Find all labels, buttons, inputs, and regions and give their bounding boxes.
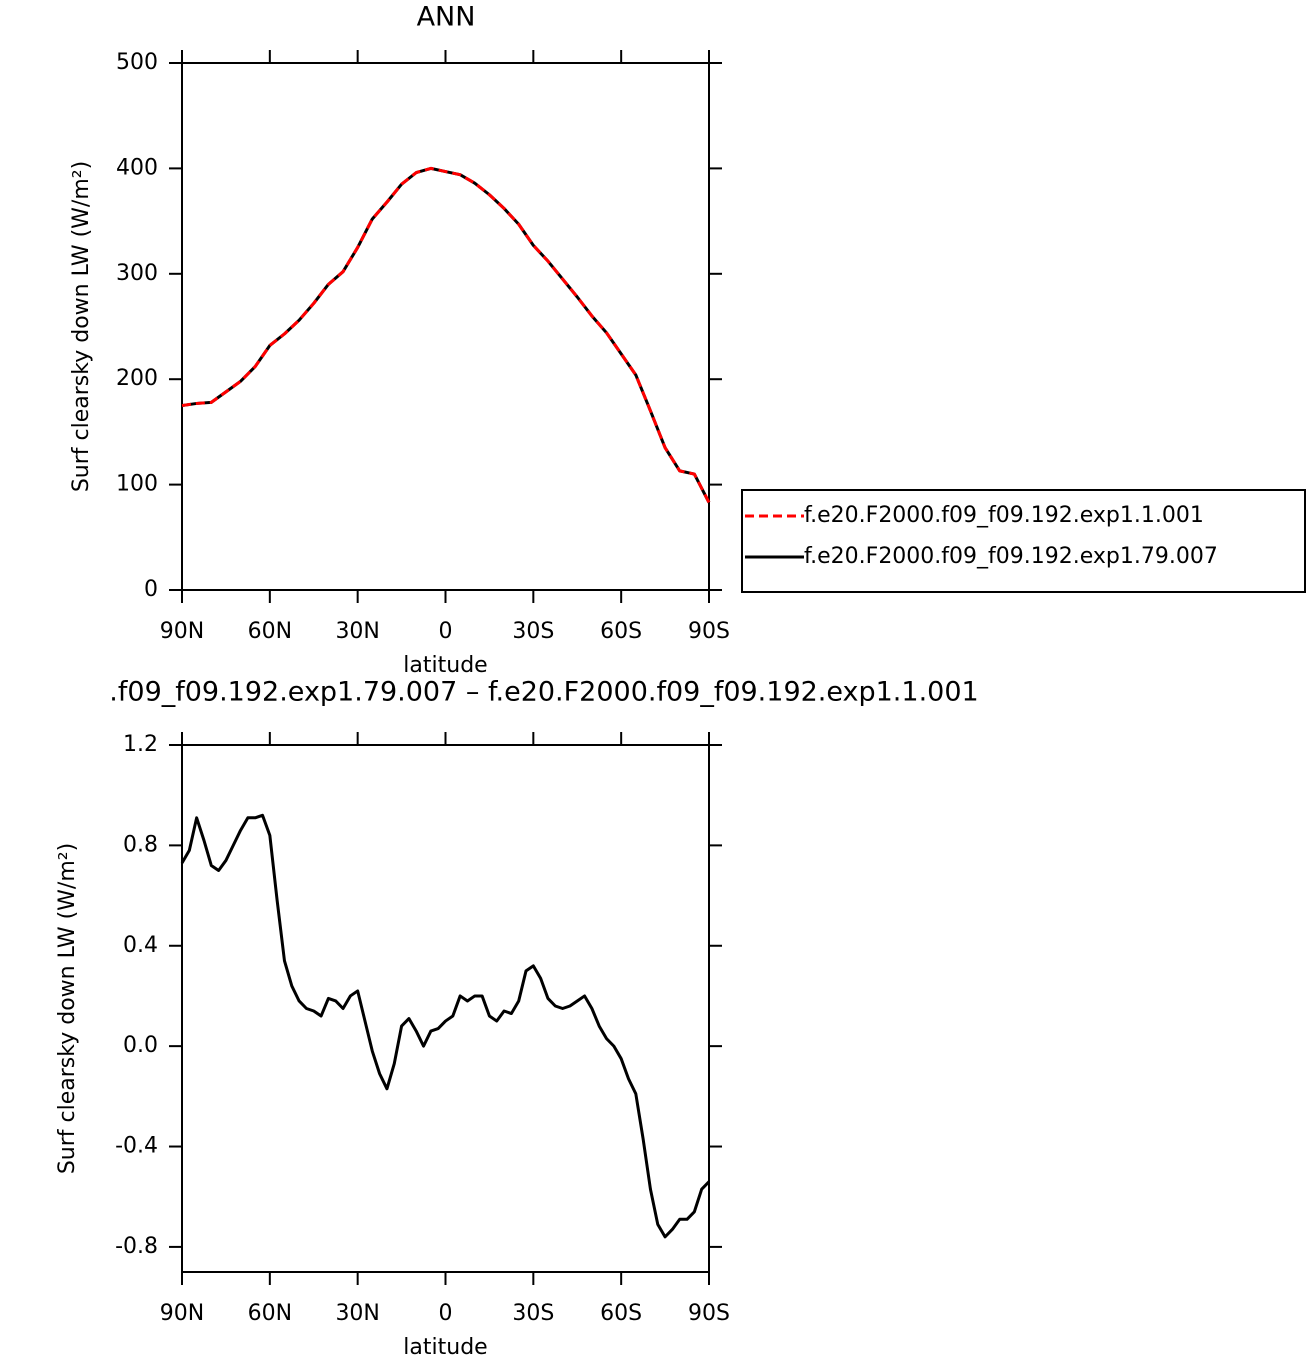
x-tick-label: 60N [248,1301,292,1326]
legend-box [741,489,1306,593]
y-tick-label: -0.4 [115,1134,158,1159]
data-line [181,166,711,504]
x-tick-label: 0 [439,1301,453,1326]
y-tick-label: 0 [144,577,158,602]
x-tick-label: 30N [335,1301,379,1326]
x-tick-label: 90N [160,1301,204,1326]
x-tick-label: 60S [600,1301,642,1326]
x-tick-label: 30S [512,1301,554,1326]
y-tick-label: 500 [116,50,158,75]
x-tick-label: 60N [248,619,292,644]
y-tick-label: 400 [116,155,158,180]
y-tick-label: 0.0 [123,1033,158,1058]
x-tick-label: 60S [600,619,642,644]
data-line [180,813,711,1239]
chart-title: .f09_f09.192.exp1.79.007 – f.e20.F2000.f… [109,677,978,708]
x-tick-label: 30S [512,619,554,644]
plot-frame [181,744,710,1273]
x-axis-label: latitude [403,653,487,678]
y-tick-label: 1.2 [123,732,158,757]
legend-label: f.e20.F2000.f09_f09.192.exp1.79.007 [804,544,1218,569]
chart-title: ANN [417,2,476,33]
x-tick-label: 90S [688,1301,730,1326]
legend-label: f.e20.F2000.f09_f09.192.exp1.1.001 [804,503,1204,528]
y-tick-label: 0.8 [123,832,158,857]
x-tick-label: 30N [335,619,379,644]
x-tick-label: 0 [439,619,453,644]
y-tick-label: 300 [116,261,158,286]
y-tick-label: -0.8 [115,1234,158,1259]
y-tick-label: 100 [116,472,158,497]
y-tick-label: 0.4 [123,933,158,958]
x-axis-label: latitude [403,1335,487,1360]
plot-frame [181,62,710,591]
data-line [181,166,711,504]
x-tick-label: 90N [160,619,204,644]
y-axis-label: Surf clearsky down LW (W/m²) [55,843,80,1174]
x-tick-label: 90S [688,619,730,644]
y-axis-label: Surf clearsky down LW (W/m²) [69,161,94,492]
y-tick-label: 200 [116,366,158,391]
